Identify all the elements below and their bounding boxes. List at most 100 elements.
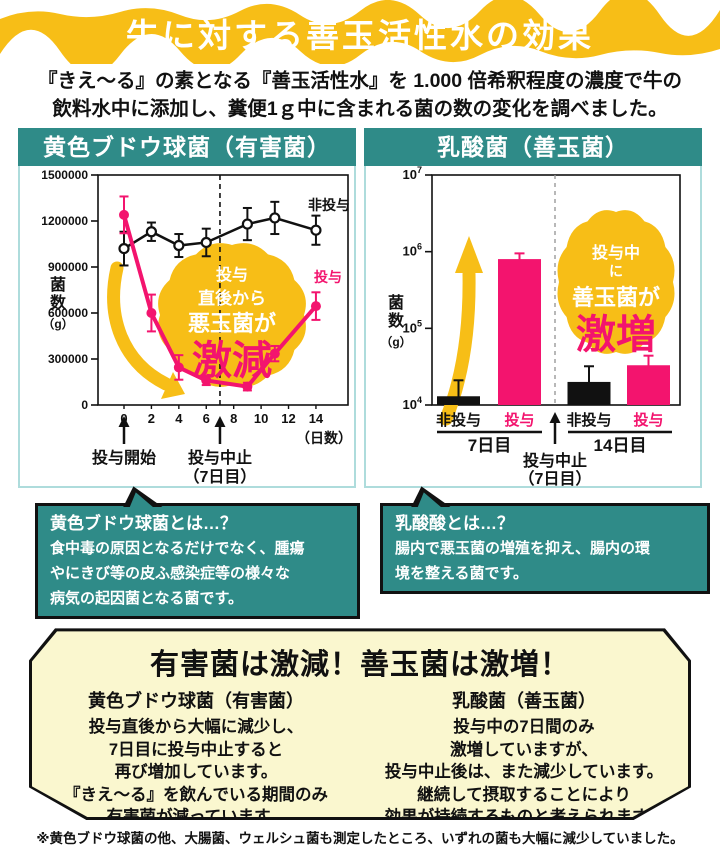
svg-text:600000: 600000	[48, 306, 88, 320]
summary-line: 投与中止後は、また減少しています。	[384, 763, 664, 782]
svg-text:0: 0	[81, 398, 88, 412]
decline-arrow-icon	[107, 261, 185, 400]
speech-tail-icon	[123, 486, 163, 512]
axes: 104 105 106 107 菌数 （g）	[380, 166, 681, 412]
svg-text:（g）: （g）	[42, 316, 73, 331]
banner-wave-path	[0, 0, 720, 64]
svg-text:投与: 投与	[314, 269, 342, 285]
svg-text:善玉菌が: 善玉菌が	[572, 285, 660, 310]
svg-text:4: 4	[175, 411, 183, 426]
callout-lactic: 乳酸酸とは…？ 腸内で悪玉菌の増殖を抑え、腸内の環 境を整える菌です。	[380, 486, 710, 595]
summary-line: 『きえ〜る』を飲んでいる期間のみ	[64, 785, 328, 804]
svg-text:投与: 投与	[504, 411, 534, 429]
intro-line-2: 飲料水中に添加し、糞便1ｇ中に含まれる菌の数の変化を調べました。	[52, 97, 668, 120]
svg-text:非投与: 非投与	[566, 411, 611, 429]
svg-text:104: 104	[403, 395, 422, 412]
svg-text:直後から: 直後から	[198, 288, 266, 308]
staph-line-chart: 0300000600000900000120000015000000246810…	[41, 168, 352, 486]
bar-group-7日目: 非投与 投与 7日目	[436, 252, 542, 455]
footnote: ※黄色ブドウ球菌の他、大腸菌、ウェルシュ菌も測定したところ、いずれの菌も大幅に減…	[36, 831, 684, 847]
summary-line: 継続して摂取することにより	[417, 785, 631, 804]
callout-staph: 黄色ブドウ球菌とは…？ 食中毒の原因となるだけでなく、腫瘍 やにきび等の皮ふ感染…	[35, 486, 360, 620]
svg-text:に: に	[609, 263, 623, 279]
svg-text:（日数）: （日数）	[296, 430, 352, 446]
banner-wave	[0, 0, 720, 64]
svg-text:投与中: 投与中	[592, 243, 640, 262]
intro-text: 『きえ〜る』の素となる『善玉活性水』を 1.000 倍希釈程度の濃度で牛の 飲料…	[0, 68, 720, 123]
speech-tail-icon	[411, 486, 451, 512]
series-非投与	[118, 201, 322, 267]
callout-staph-line: 病気の起因菌となる菌です。	[50, 590, 244, 608]
summary-box: 有害菌は激減！善玉菌は激増！ 黄色ブドウ球菌（有害菌） 投与直後から大幅に減少し…	[29, 628, 691, 820]
svg-text:8: 8	[230, 411, 237, 426]
chart-panel-lactic: 乳酸菌（善玉菌） 104 105 106 107 菌数（g） 投与中に善玉菌が 激増 非投与投…	[364, 128, 702, 489]
dose-annotations: 投与中止（7日目）	[519, 412, 592, 486]
svg-text:投与: 投与	[633, 411, 663, 429]
summary-line: 投与直後から大幅に減少し、	[88, 718, 304, 737]
staph-chart-body: 0300000600000900000120000015000000246810…	[18, 166, 356, 489]
decline-blob	[158, 243, 306, 388]
svg-text:107: 107	[403, 166, 422, 182]
callout-lactic-title: 乳酸酸とは…？	[395, 514, 514, 534]
summary-line: 激増していますが、	[450, 740, 598, 759]
svg-text:106: 106	[403, 242, 422, 259]
svg-text:7日目: 7日目	[468, 436, 511, 455]
summary-col-staph-heading: 黄色ブドウ球菌（有害菌）	[88, 691, 304, 712]
bar-group-14日目: 非投与 投与 14日目	[566, 355, 672, 455]
svg-text:900000: 900000	[48, 260, 88, 274]
svg-text:12: 12	[281, 411, 295, 426]
summary-line: 7日目に投与中止すると	[108, 740, 284, 759]
callout-staph-line: やにきび等の皮ふ感染症等の様々な	[50, 565, 291, 583]
page-title: 牛に対する善玉活性水の効果	[126, 16, 594, 54]
svg-text:1500000: 1500000	[41, 168, 88, 182]
svg-text:300000: 300000	[48, 352, 88, 366]
svg-text:投与: 投与	[216, 265, 248, 284]
lactic-chart-body: 104 105 106 107 菌数（g） 投与中に善玉菌が 激増 非投与 投与 7日目 非投与 投与…	[364, 166, 702, 489]
svg-text:数: 数	[50, 293, 67, 312]
callout-staph-title: 黄色ブドウ球菌とは…？	[50, 514, 237, 534]
intro-line-1: 『きえ〜る』の素となる『善玉活性水』を 1.000 倍希釈程度の濃度で牛の	[37, 70, 683, 92]
summary-col-lactic: 乳酸菌（善玉菌） 投与中の7日間のみ 激増していますが、 投与中止後は、また減少…	[360, 689, 688, 829]
svg-text:数: 数	[388, 311, 405, 330]
dose-annotations: 投与開始 投与中止（7日目）	[92, 416, 256, 486]
series-投与	[119, 195, 321, 392]
callout-row: 黄色ブドウ球菌とは…？ 食中毒の原因となるだけでなく、腫瘍 やにきび等の皮ふ感染…	[35, 486, 720, 620]
callout-lactic-line: 腸内で悪玉菌の増殖を抑え、腸内の環	[395, 540, 651, 558]
svg-text:（g）: （g）	[380, 334, 411, 349]
surge-arrow-icon	[439, 236, 483, 426]
svg-text:悪玉菌が: 悪玉菌が	[188, 311, 276, 336]
chart-panel-staph: 黄色ブドウ球菌（有害菌） 0 300000 600000 900000 1200000 1…	[18, 128, 356, 489]
svg-text:1200000: 1200000	[41, 214, 88, 228]
chart-panels: 黄色ブドウ球菌（有害菌） 0 300000 600000 900000 1200000 1…	[18, 128, 702, 489]
svg-text:投与中止: 投与中止	[523, 451, 587, 470]
svg-text:10: 10	[254, 411, 268, 426]
summary-line: 投与中の7日間のみ	[453, 718, 595, 737]
summary-title: 有害菌は激減！善玉菌は激増！	[149, 649, 570, 682]
title-banner: 牛に対する善玉活性水の効果	[0, 0, 720, 64]
axes: 0300000600000900000120000015000000246810…	[41, 168, 352, 446]
svg-text:（7日目）: （7日目）	[519, 470, 592, 486]
svg-text:投与中止: 投与中止	[188, 448, 252, 467]
lactic-chart-title: 乳酸菌（善玉菌）	[364, 128, 702, 167]
summary-col-staph: 黄色ブドウ球菌（有害菌） 投与直後から大幅に減少し、 7日目に投与中止すると 再…	[32, 689, 360, 829]
svg-text:菌: 菌	[50, 275, 66, 294]
svg-text:14日目: 14日目	[594, 436, 647, 455]
svg-text:2: 2	[148, 411, 155, 426]
svg-text:菌: 菌	[388, 293, 404, 312]
summary-line: 再び増加しています。	[114, 763, 278, 782]
summary-box-inner: 有害菌は激減！善玉菌は激増！ 黄色ブドウ球菌（有害菌） 投与直後から大幅に減少し…	[32, 631, 688, 817]
svg-text:非投与: 非投与	[308, 197, 350, 213]
callout-lactic-line: 境を整える菌です。	[395, 565, 529, 583]
svg-text:（7日目）: （7日目）	[184, 468, 257, 486]
svg-text:6: 6	[203, 411, 210, 426]
svg-text:激増: 激増	[576, 313, 656, 357]
staph-chart-title: 黄色ブドウ球菌（有害菌）	[18, 128, 356, 167]
svg-text:105: 105	[403, 319, 422, 336]
callout-staph-line: 食中毒の原因となるだけでなく、腫瘍	[50, 540, 305, 558]
summary-col-lactic-heading: 乳酸菌（善玉菌）	[452, 691, 596, 712]
svg-text:投与開始: 投与開始	[92, 448, 156, 467]
svg-text:14: 14	[309, 411, 324, 426]
